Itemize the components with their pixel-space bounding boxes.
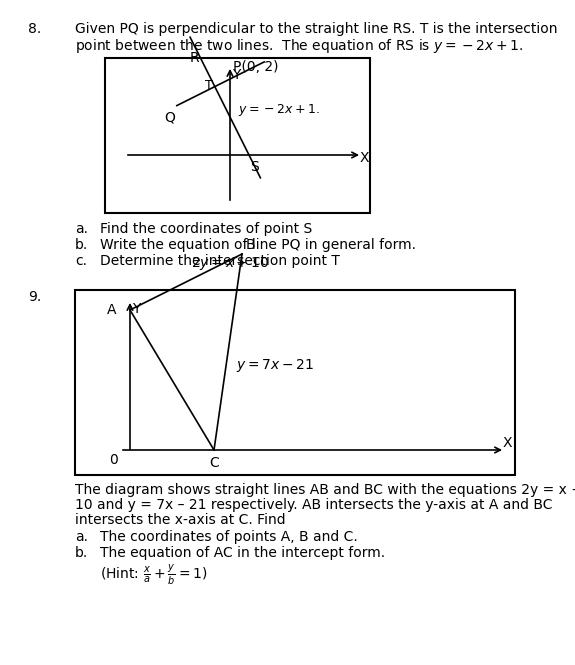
Text: b.: b. — [75, 238, 88, 252]
Text: P(0, 2): P(0, 2) — [233, 60, 278, 74]
Text: Determine the intersection point T: Determine the intersection point T — [100, 254, 340, 268]
Text: S: S — [250, 160, 259, 174]
Text: Find the coordinates of point S: Find the coordinates of point S — [100, 222, 312, 236]
Text: The equation of AC in the intercept form.: The equation of AC in the intercept form… — [100, 546, 385, 560]
Text: Q: Q — [164, 110, 175, 124]
Text: $y = -2x + 1.$: $y = -2x + 1.$ — [237, 102, 319, 118]
Text: C: C — [209, 456, 219, 470]
Text: a.: a. — [75, 222, 88, 236]
Text: c.: c. — [75, 254, 87, 268]
Text: Y: Y — [132, 302, 140, 316]
Text: X: X — [503, 436, 512, 450]
Text: 10 and y = 7x – 21 respectively. AB intersects the y-axis at A and BC: 10 and y = 7x – 21 respectively. AB inte… — [75, 498, 553, 512]
Text: X: X — [360, 151, 370, 165]
Text: A: A — [106, 303, 116, 317]
Text: T: T — [205, 78, 213, 92]
Text: 0: 0 — [109, 453, 118, 467]
Text: 9.: 9. — [28, 290, 41, 304]
Text: Write the equation of line PQ in general form.: Write the equation of line PQ in general… — [100, 238, 416, 252]
Text: 8.: 8. — [28, 22, 41, 36]
Text: The diagram shows straight lines AB and BC with the equations 2y = x +: The diagram shows straight lines AB and … — [75, 483, 575, 497]
Text: The coordinates of points A, B and C.: The coordinates of points A, B and C. — [100, 530, 358, 544]
Text: (Hint: $\frac{x}{a}+\frac{y}{b}=1$): (Hint: $\frac{x}{a}+\frac{y}{b}=1$) — [100, 562, 208, 587]
Text: point between the two lines.  The equation of RS is $y = -2x + 1$.: point between the two lines. The equatio… — [75, 37, 524, 55]
Bar — [75, 290, 515, 475]
Bar — [105, 58, 370, 213]
Text: Y: Y — [232, 68, 240, 82]
Text: $2y = x + 10$: $2y = x + 10$ — [191, 255, 269, 272]
Text: b.: b. — [75, 546, 88, 560]
Text: Given PQ is perpendicular to the straight line RS. T is the intersection: Given PQ is perpendicular to the straigh… — [75, 22, 558, 36]
Text: B: B — [246, 238, 256, 252]
Text: R: R — [190, 51, 199, 65]
Text: $y = 7x - 21$: $y = 7x - 21$ — [236, 357, 314, 374]
Text: intersects the x-axis at C. Find: intersects the x-axis at C. Find — [75, 513, 286, 527]
Text: a.: a. — [75, 530, 88, 544]
